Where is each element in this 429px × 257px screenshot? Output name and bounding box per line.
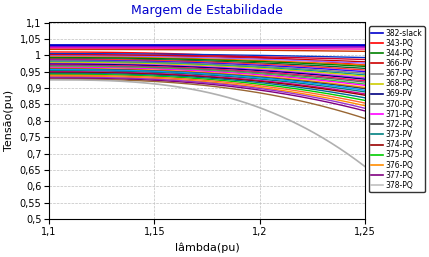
Legend: 382-slack, 343-PQ, 344-PQ, 366-PV, 367-PQ, 368-PQ, 369-PV, 370-PQ, 371-PQ, 372-P: 382-slack, 343-PQ, 344-PQ, 366-PV, 367-P…: [369, 26, 425, 192]
X-axis label: lâmbda(pu): lâmbda(pu): [175, 242, 239, 253]
Title: Margem de Estabilidade: Margem de Estabilidade: [131, 4, 283, 17]
Y-axis label: Tensão(pu): Tensão(pu): [4, 90, 14, 151]
